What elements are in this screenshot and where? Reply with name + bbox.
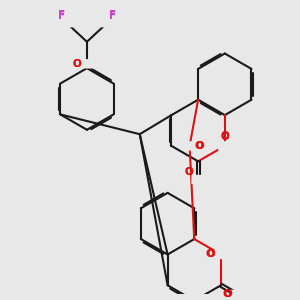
- Text: O: O: [195, 141, 204, 151]
- Text: O: O: [72, 59, 81, 69]
- Text: O: O: [196, 141, 204, 151]
- Text: O: O: [72, 59, 81, 69]
- FancyBboxPatch shape: [218, 141, 232, 151]
- Text: O: O: [220, 131, 229, 142]
- Text: O: O: [184, 167, 193, 177]
- Text: F: F: [109, 11, 116, 21]
- Text: F: F: [58, 11, 65, 20]
- FancyBboxPatch shape: [230, 290, 244, 299]
- FancyBboxPatch shape: [101, 18, 114, 27]
- Text: F: F: [109, 11, 116, 20]
- Text: F: F: [58, 11, 65, 21]
- FancyBboxPatch shape: [214, 250, 228, 259]
- FancyBboxPatch shape: [80, 59, 94, 68]
- FancyBboxPatch shape: [183, 141, 196, 151]
- FancyBboxPatch shape: [191, 175, 205, 184]
- Text: O: O: [224, 290, 232, 299]
- FancyBboxPatch shape: [60, 18, 73, 27]
- Text: O: O: [220, 130, 229, 141]
- Text: O: O: [206, 250, 214, 260]
- Text: O: O: [223, 290, 231, 299]
- Text: O: O: [207, 250, 216, 260]
- Text: O: O: [185, 167, 194, 177]
